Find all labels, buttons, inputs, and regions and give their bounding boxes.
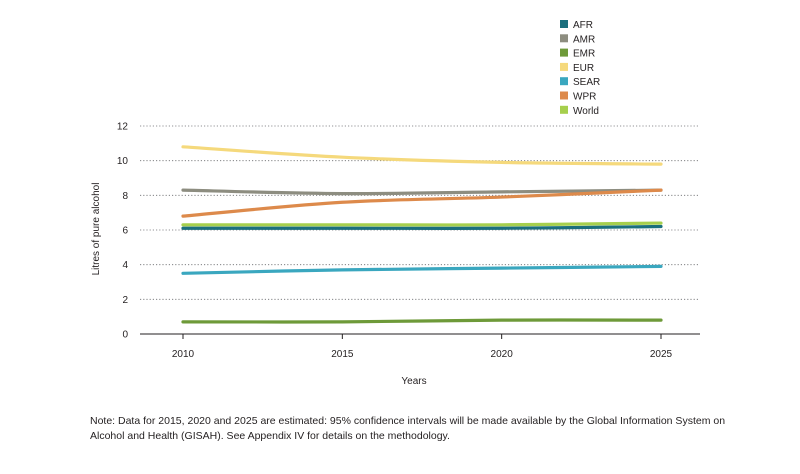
x-tick-label: 2020 xyxy=(491,349,514,360)
y-axis-title: Litres of pure alcohol xyxy=(91,183,102,276)
legend-label-wpr: WPR xyxy=(573,92,596,103)
series-line-emr xyxy=(181,318,663,324)
y-tick-label: 10 xyxy=(117,156,129,167)
y-tick-label: 12 xyxy=(117,122,129,133)
legend-label-afr: AFR xyxy=(573,20,593,31)
legend-swatch-eur xyxy=(560,62,568,71)
axes xyxy=(140,333,700,339)
legend-swatch-sear xyxy=(560,77,568,86)
legend-swatch-wpr xyxy=(560,91,568,100)
series-lines xyxy=(181,145,663,324)
y-tick-label: 4 xyxy=(122,260,128,271)
tick-labels: 0 2 4 6 8 10 12 2010 2015 2020 2025 xyxy=(117,122,673,361)
footnote: Note: Data for 2015, 2020 and 2025 are e… xyxy=(90,415,726,442)
y-tick-label: 6 xyxy=(122,226,128,237)
legend-swatch-emr xyxy=(560,48,568,57)
series-line-sear xyxy=(181,264,663,275)
legend-label-sear: SEAR xyxy=(573,77,600,88)
legend-label-eur: EUR xyxy=(573,63,594,74)
series-line-eur xyxy=(181,145,663,166)
x-axis-title: Years xyxy=(401,376,426,387)
grid-lines xyxy=(140,125,700,300)
x-tick-label: 2015 xyxy=(331,349,354,360)
x-tick-label: 2010 xyxy=(172,349,195,360)
legend-swatch-world xyxy=(560,105,568,114)
series-line-amr xyxy=(181,188,663,196)
legend-label-world: World xyxy=(573,106,599,117)
legend: AFR AMR EMR EUR SEAR WPR World xyxy=(560,20,600,117)
y-tick-label: 8 xyxy=(122,191,128,202)
x-tick-label: 2025 xyxy=(650,349,673,360)
series-line-world xyxy=(181,221,663,227)
legend-label-emr: EMR xyxy=(573,49,595,60)
legend-label-amr: AMR xyxy=(573,34,595,45)
legend-swatch-afr xyxy=(560,20,568,28)
series-line-afr xyxy=(181,224,663,230)
y-tick-label: 0 xyxy=(122,330,128,341)
legend-swatch-amr xyxy=(560,34,568,43)
y-tick-label: 2 xyxy=(122,295,128,306)
series-line-wpr xyxy=(181,188,663,218)
